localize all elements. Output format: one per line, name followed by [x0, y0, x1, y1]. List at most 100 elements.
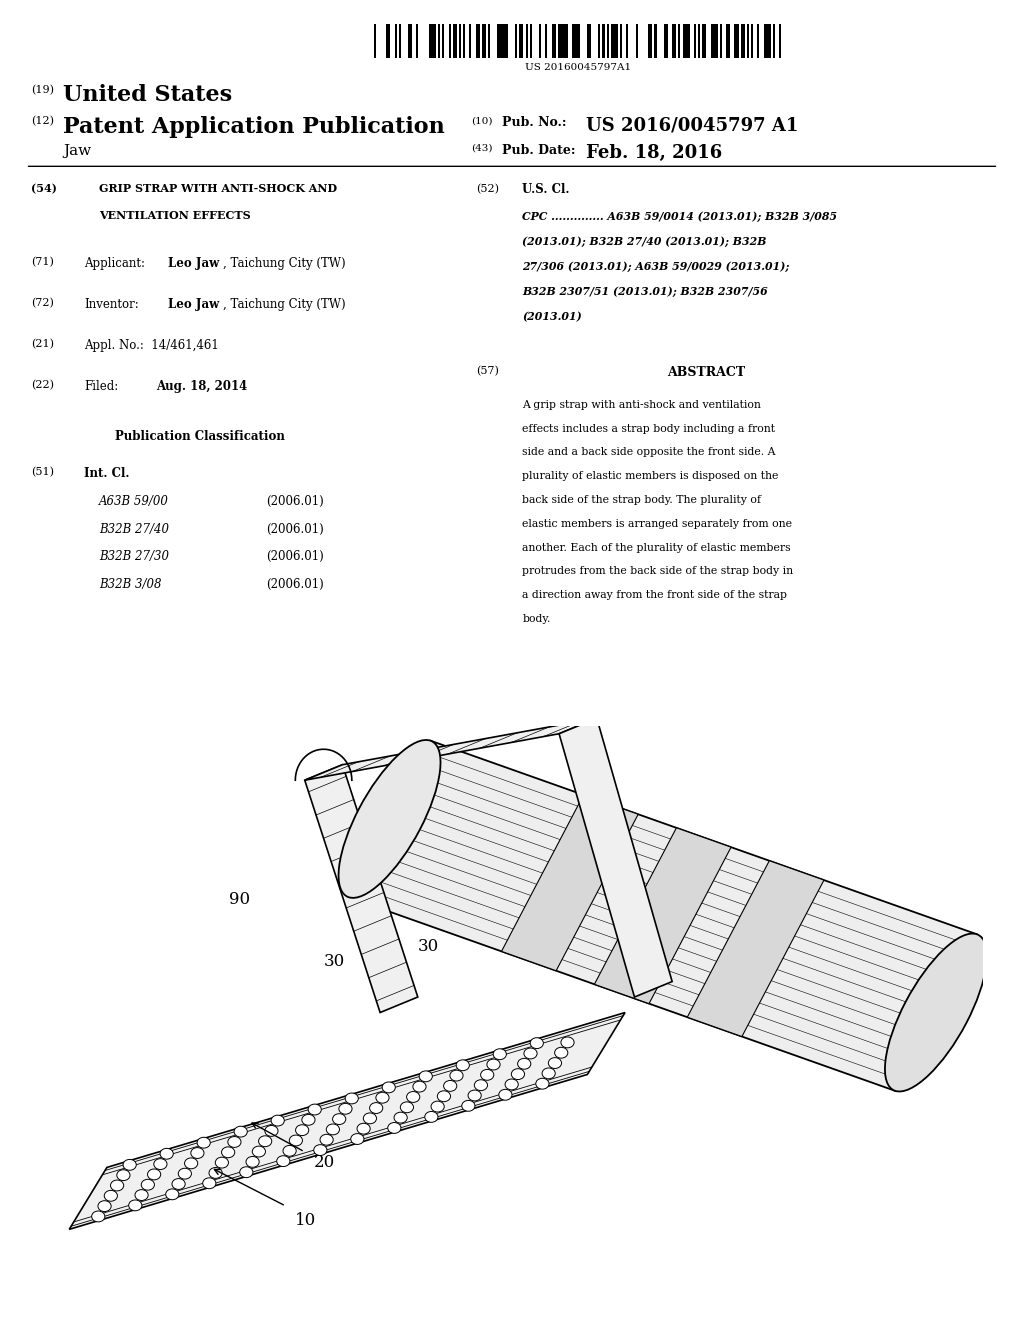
- Circle shape: [524, 1048, 538, 1059]
- Text: body.: body.: [522, 614, 551, 624]
- Polygon shape: [70, 1012, 625, 1229]
- Circle shape: [370, 1102, 383, 1114]
- Bar: [475, 24, 480, 58]
- Circle shape: [394, 1113, 408, 1123]
- Polygon shape: [305, 718, 597, 780]
- Text: B32B 2307/51 (2013.01); B32B 2307/56: B32B 2307/51 (2013.01); B32B 2307/56: [522, 286, 768, 297]
- Circle shape: [276, 1156, 290, 1167]
- Circle shape: [443, 1081, 457, 1092]
- Bar: [442, 24, 444, 58]
- Bar: [734, 24, 738, 58]
- Circle shape: [345, 1093, 358, 1104]
- Bar: [720, 24, 722, 58]
- Circle shape: [413, 1081, 426, 1092]
- Text: (72): (72): [31, 298, 53, 309]
- Text: (43): (43): [471, 144, 493, 153]
- Text: 30: 30: [324, 953, 345, 970]
- Polygon shape: [348, 741, 977, 1090]
- Text: 10: 10: [295, 1213, 316, 1229]
- Circle shape: [111, 1180, 124, 1191]
- Bar: [463, 24, 465, 58]
- Circle shape: [499, 1089, 512, 1100]
- Text: U.S. Cl.: U.S. Cl.: [522, 183, 569, 197]
- Circle shape: [351, 1134, 364, 1144]
- Circle shape: [407, 1092, 420, 1102]
- Circle shape: [172, 1179, 185, 1189]
- Bar: [488, 24, 490, 58]
- Circle shape: [419, 1071, 432, 1082]
- Circle shape: [296, 1125, 309, 1135]
- Text: back side of the strap body. The plurality of: back side of the strap body. The plurali…: [522, 495, 761, 506]
- Circle shape: [160, 1148, 173, 1159]
- Text: Int. Cl.: Int. Cl.: [84, 467, 129, 480]
- Text: , Taichung City (TW): , Taichung City (TW): [223, 257, 346, 271]
- Circle shape: [227, 1137, 241, 1147]
- Text: a direction away from the front side of the strap: a direction away from the front side of …: [522, 590, 787, 601]
- Bar: [621, 24, 623, 58]
- Text: Leo Jaw: Leo Jaw: [168, 298, 219, 312]
- Polygon shape: [305, 764, 418, 1012]
- Text: VENTILATION EFFECTS: VENTILATION EFFECTS: [99, 210, 251, 220]
- Text: 20: 20: [314, 1155, 336, 1171]
- Bar: [469, 24, 471, 58]
- Bar: [683, 24, 690, 58]
- Text: B32B 27/30: B32B 27/30: [99, 550, 169, 564]
- Text: Leo Jaw: Leo Jaw: [168, 257, 219, 271]
- Circle shape: [166, 1189, 179, 1200]
- Circle shape: [98, 1201, 112, 1212]
- Bar: [459, 24, 461, 58]
- Text: (2006.01): (2006.01): [266, 550, 324, 564]
- Circle shape: [425, 1111, 438, 1122]
- Bar: [740, 24, 744, 58]
- Text: Inventor:: Inventor:: [84, 298, 138, 312]
- Polygon shape: [594, 828, 731, 1003]
- Circle shape: [511, 1069, 524, 1080]
- Circle shape: [104, 1191, 118, 1201]
- Text: B32B 3/08: B32B 3/08: [99, 578, 162, 591]
- Bar: [539, 24, 541, 58]
- Circle shape: [339, 1104, 352, 1114]
- Circle shape: [321, 1134, 333, 1146]
- Bar: [648, 24, 652, 58]
- Bar: [610, 24, 618, 58]
- Circle shape: [382, 1082, 395, 1093]
- Bar: [654, 24, 656, 58]
- Circle shape: [480, 1069, 494, 1080]
- Bar: [515, 24, 517, 58]
- Text: GRIP STRAP WITH ANTI-SHOCK AND: GRIP STRAP WITH ANTI-SHOCK AND: [99, 183, 338, 194]
- Bar: [386, 24, 390, 58]
- Text: Publication Classification: Publication Classification: [115, 430, 285, 444]
- Text: US 20160045797A1: US 20160045797A1: [525, 63, 632, 73]
- Bar: [519, 24, 523, 58]
- Circle shape: [154, 1159, 167, 1170]
- Circle shape: [456, 1060, 469, 1071]
- Bar: [525, 24, 527, 58]
- Bar: [417, 24, 419, 58]
- Text: Pub. Date:: Pub. Date:: [502, 144, 575, 157]
- Circle shape: [357, 1123, 371, 1134]
- Circle shape: [462, 1101, 475, 1111]
- Circle shape: [364, 1113, 377, 1123]
- Circle shape: [147, 1170, 161, 1180]
- Text: (21): (21): [31, 339, 53, 350]
- Circle shape: [184, 1158, 198, 1168]
- Circle shape: [505, 1078, 518, 1090]
- Circle shape: [190, 1147, 204, 1159]
- Bar: [453, 24, 457, 58]
- Bar: [398, 24, 400, 58]
- Text: (22): (22): [31, 380, 53, 391]
- Text: (10): (10): [471, 116, 493, 125]
- Bar: [529, 24, 531, 58]
- Bar: [552, 24, 556, 58]
- Text: elastic members is arranged separately from one: elastic members is arranged separately f…: [522, 519, 793, 529]
- Text: A grip strap with anti-shock and ventilation: A grip strap with anti-shock and ventila…: [522, 400, 761, 411]
- Circle shape: [388, 1122, 401, 1134]
- Circle shape: [290, 1135, 302, 1146]
- Bar: [449, 24, 451, 58]
- Bar: [746, 24, 749, 58]
- Bar: [598, 24, 600, 58]
- Bar: [606, 24, 608, 58]
- Text: 27/306 (2013.01); A63B 59/0029 (2013.01);: 27/306 (2013.01); A63B 59/0029 (2013.01)…: [522, 261, 790, 272]
- Circle shape: [283, 1146, 296, 1156]
- Circle shape: [400, 1102, 414, 1113]
